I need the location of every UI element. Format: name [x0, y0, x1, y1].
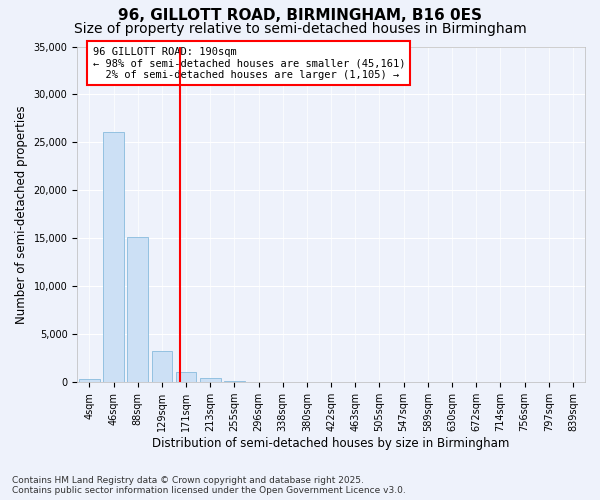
Text: Size of property relative to semi-detached houses in Birmingham: Size of property relative to semi-detach… — [74, 22, 526, 36]
Bar — [127, 238, 148, 382]
X-axis label: Distribution of semi-detached houses by size in Birmingham: Distribution of semi-detached houses by … — [152, 437, 510, 450]
Bar — [79, 379, 100, 382]
Bar — [224, 381, 245, 382]
Text: 96 GILLOTT ROAD: 190sqm
← 98% of semi-detached houses are smaller (45,161)
  2% : 96 GILLOTT ROAD: 190sqm ← 98% of semi-de… — [92, 46, 405, 80]
Text: 96, GILLOTT ROAD, BIRMINGHAM, B16 0ES: 96, GILLOTT ROAD, BIRMINGHAM, B16 0ES — [118, 8, 482, 22]
Bar — [176, 372, 196, 382]
Y-axis label: Number of semi-detached properties: Number of semi-detached properties — [15, 105, 28, 324]
Text: Contains HM Land Registry data © Crown copyright and database right 2025.
Contai: Contains HM Land Registry data © Crown c… — [12, 476, 406, 495]
Bar — [103, 132, 124, 382]
Bar — [152, 350, 172, 382]
Bar — [200, 378, 221, 382]
